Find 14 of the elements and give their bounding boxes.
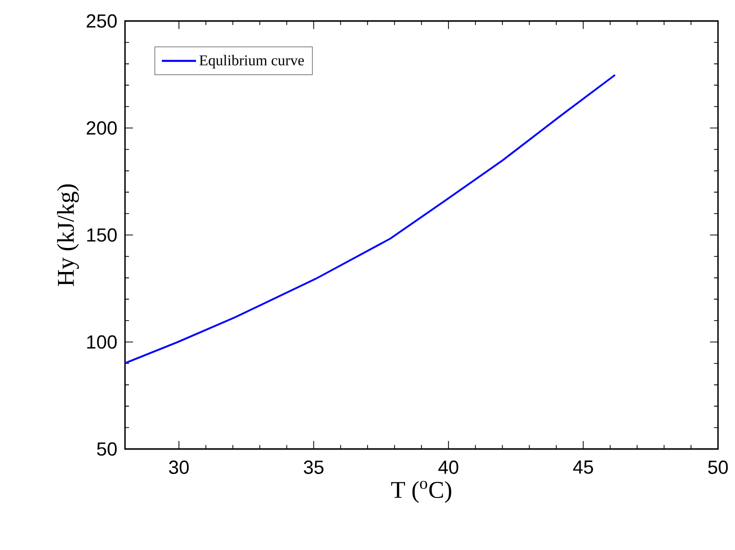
legend-label: Equlibrium curve: [199, 54, 304, 68]
x-axis-title: T ($^{o}$C): [391, 480, 452, 503]
x-tick-label: 50: [708, 460, 728, 474]
y-tick-label: 100: [87, 335, 117, 349]
y-tick-label: 250: [86, 14, 117, 28]
y-tick-label: 200: [86, 121, 117, 135]
y-axis-title: Hy (kJ/kg): [57, 184, 79, 286]
y-tick-label: 150: [87, 228, 117, 242]
line-series: [125, 74, 616, 364]
y-tick-label: 50: [97, 442, 117, 456]
x-tick-label: 30: [169, 460, 189, 474]
x-tick-label: 35: [304, 460, 324, 474]
x-tick-label: 45: [573, 460, 593, 474]
x-tick-label: 40: [438, 460, 458, 474]
